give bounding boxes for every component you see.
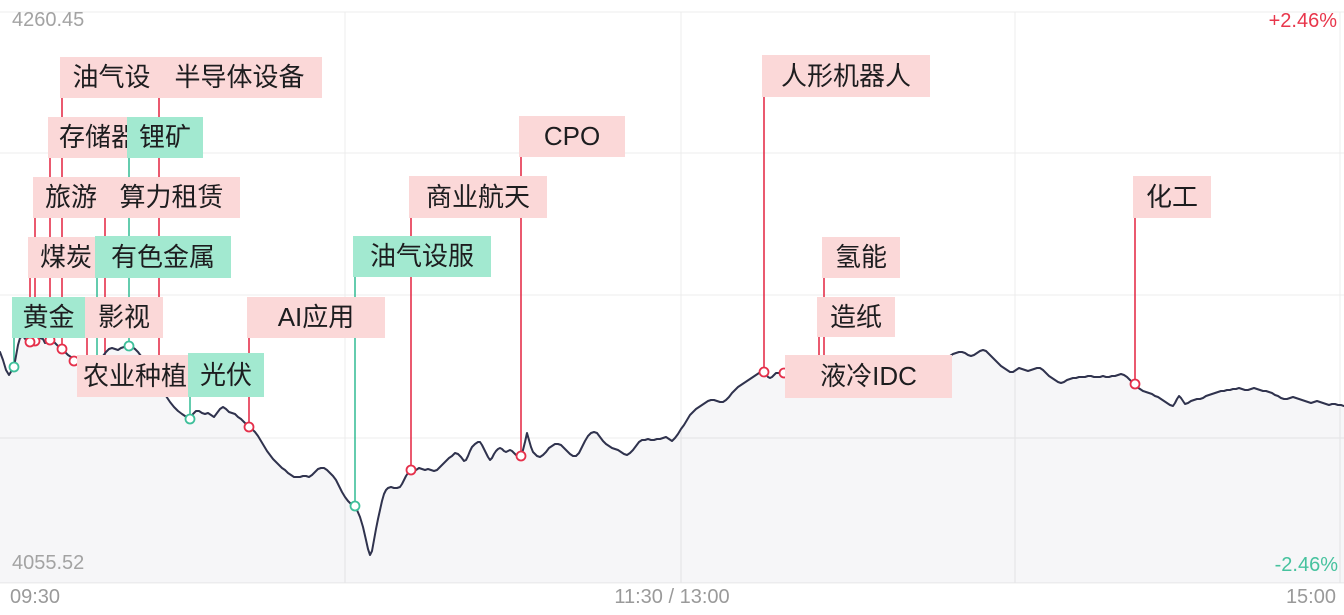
price-area-fill <box>0 336 1344 583</box>
event-label-农业种植[interactable]: 农业种植 <box>77 355 191 397</box>
event-marker <box>8 361 20 373</box>
event-label-半导体设备[interactable]: 半导体设备 <box>157 57 322 98</box>
event-label-化工[interactable]: 化工 <box>1133 176 1211 218</box>
event-marker <box>515 450 527 462</box>
x-tick-noon: 11:30 / 13:00 <box>614 586 730 608</box>
x-tick-open: 09:30 <box>10 586 61 608</box>
event-label-商业航天[interactable]: 商业航天 <box>409 176 547 218</box>
event-marker <box>405 464 417 476</box>
event-label-氢能[interactable]: 氢能 <box>822 237 900 278</box>
price-line <box>0 335 1344 556</box>
event-label-光伏[interactable]: 光伏 <box>188 353 264 397</box>
event-marker <box>349 500 361 512</box>
event-label-油气设服[interactable]: 油气设服 <box>353 236 491 277</box>
event-marker <box>1129 378 1141 390</box>
event-marker <box>758 366 770 378</box>
event-label-算力租赁[interactable]: 算力租赁 <box>103 177 240 218</box>
x-tick-close: 15:00 <box>1285 586 1336 608</box>
event-label-造纸[interactable]: 造纸 <box>817 297 895 337</box>
event-label-煤炭[interactable]: 煤炭 <box>28 237 104 278</box>
event-label-CPO[interactable]: CPO <box>519 116 625 157</box>
event-marker <box>24 336 36 348</box>
event-label-人形机器人[interactable]: 人形机器人 <box>762 55 930 97</box>
event-marker <box>243 421 255 433</box>
event-marker <box>56 343 68 355</box>
y-axis-high-value: 4260.45 <box>12 9 85 31</box>
event-label-黄金[interactable]: 黄金 <box>12 297 85 338</box>
event-marker <box>123 340 135 352</box>
event-label-影视[interactable]: 影视 <box>85 297 163 338</box>
y-axis-low-value: 4055.52 <box>12 552 85 574</box>
pct-low-value: -2.46% <box>1274 554 1338 576</box>
event-label-AI应用[interactable]: AI应用 <box>247 297 385 338</box>
event-label-油气设[interactable]: 油气设 <box>60 57 163 98</box>
event-marker <box>184 413 196 425</box>
event-label-锂矿[interactable]: 锂矿 <box>127 117 203 158</box>
event-label-液冷IDC[interactable]: 液冷IDC <box>785 355 952 398</box>
event-label-旅游[interactable]: 旅游 <box>33 177 109 218</box>
pct-high-value: +2.46% <box>1268 10 1337 32</box>
event-label-有色金属[interactable]: 有色金属 <box>95 236 231 278</box>
